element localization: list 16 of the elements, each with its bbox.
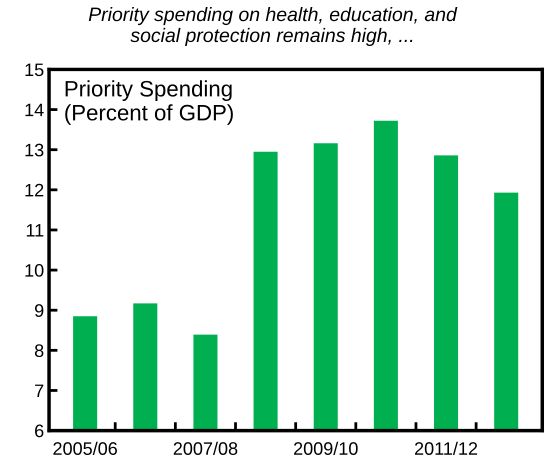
y-tick-label: 8 [34, 344, 44, 358]
y-tick-label: 15 [25, 64, 44, 76]
y-tick-label: 10 [25, 264, 44, 277]
y-tick-label: 14 [25, 104, 44, 116]
y-tick-label: 11 [26, 224, 44, 236]
annotation: Priority Spending (Percent of GDP) [65, 80, 233, 125]
y-tick-label: 9 [34, 304, 44, 317]
x-tick-label: 2011/12 [414, 442, 478, 455]
chart-title: Priority spending on health, education, and social protection remains high, ... [88, 6, 458, 46]
x-tick-label: 2007/08 [174, 442, 238, 455]
y-tick-label: 12 [25, 184, 44, 196]
y-tick-label: 7 [35, 384, 44, 398]
x-tick-label: 2009/10 [294, 442, 358, 455]
x-tick-label: 2005/06 [53, 442, 117, 455]
y-tick-label: 13 [25, 144, 44, 156]
y-tick-label: 6 [35, 424, 44, 438]
